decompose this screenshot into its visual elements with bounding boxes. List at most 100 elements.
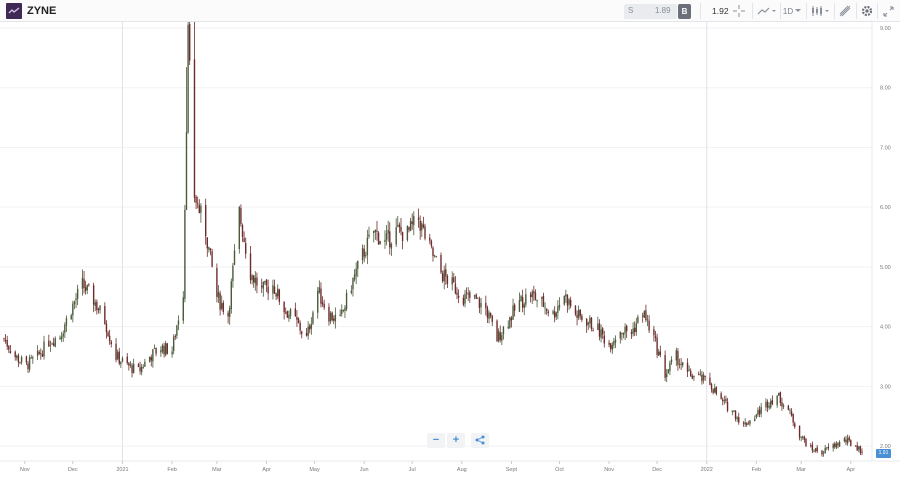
ohlc-body <box>690 370 692 377</box>
ohlc-body <box>312 312 314 324</box>
price-chart[interactable]: 9.00 8.00 7.00 6.00 5.00 4.00 3.00 2.00 Nov Dec 2… <box>0 22 900 479</box>
ohlc-body <box>566 295 569 306</box>
ohlc-body <box>132 363 135 374</box>
ohlc-body <box>821 450 823 455</box>
ohlc-body <box>742 422 745 424</box>
ohlc-body <box>568 299 570 305</box>
ohlc-body <box>686 362 689 372</box>
ohlc-body <box>406 225 409 241</box>
ohlc-body <box>108 335 111 342</box>
ohlc-body <box>384 239 386 242</box>
ohlc-body <box>163 345 165 355</box>
ohlc-body <box>161 345 164 352</box>
ohlc-body <box>746 422 748 425</box>
ohlc-body <box>465 292 468 294</box>
ohlc-body <box>155 347 157 354</box>
fullscreen-icon[interactable] <box>880 2 896 20</box>
ohlc-body <box>637 316 639 323</box>
ohlc-body <box>377 232 380 245</box>
ohlc-body <box>499 332 501 340</box>
share-button[interactable] <box>471 433 489 448</box>
ohlc-body <box>478 298 481 308</box>
ohlc-body <box>445 269 447 277</box>
ohlc-body <box>678 363 681 365</box>
ohlc-body <box>659 351 662 356</box>
ohlc-body <box>581 315 583 320</box>
ohlc-body <box>429 237 431 241</box>
ohlc-body <box>555 312 557 317</box>
ohlc-body <box>249 253 252 281</box>
ohlc-body <box>667 369 670 374</box>
ohlc-body <box>569 299 572 307</box>
crosshair-icon[interactable] <box>730 2 748 20</box>
chart-type-icon[interactable] <box>756 2 778 20</box>
x-tick-label: Apr <box>847 467 856 473</box>
x-tick-label: 2022 <box>701 467 713 473</box>
ohlc-body <box>278 289 281 302</box>
ohlc-body <box>477 297 479 299</box>
ohlc-body <box>723 400 726 402</box>
ohlc-body <box>858 446 860 450</box>
y-axis: 9.00 8.00 7.00 6.00 5.00 4.00 3.00 2.00 <box>880 26 891 450</box>
ohlc-body <box>41 353 44 357</box>
ohlc-body <box>6 340 8 347</box>
ohlc-body <box>177 320 180 325</box>
ohlc-body <box>613 341 615 346</box>
ohlc-body <box>14 351 16 358</box>
ohlc-body <box>781 402 783 407</box>
ohlc-body <box>25 356 28 363</box>
ohlc-body <box>456 292 458 295</box>
zoom-in-button[interactable]: + <box>447 433 465 448</box>
toolbar-divider <box>877 3 878 19</box>
ohlc-body <box>545 308 548 311</box>
y-tick-label: 8.00 <box>880 86 891 92</box>
ohlc-body <box>845 439 847 443</box>
ohlc-body <box>200 205 202 213</box>
sell-button[interactable] <box>624 4 677 19</box>
ohlc-body <box>267 286 269 294</box>
ohlc-body <box>536 299 538 302</box>
ohlc-body <box>419 220 421 231</box>
ohlc-body <box>609 343 612 349</box>
ohlc-body <box>744 422 746 425</box>
ohlc-body <box>541 297 543 299</box>
ohlc-body <box>323 303 325 308</box>
ohlc-body <box>307 326 309 336</box>
buy-button[interactable]: B <box>678 4 691 19</box>
zoom-out-button[interactable]: − <box>427 433 445 448</box>
ohlc-body <box>509 317 511 328</box>
ohlc-body <box>457 295 460 298</box>
ohlc-body <box>83 279 85 288</box>
interval-dropdown[interactable]: 1D <box>782 2 802 20</box>
ohlc-body <box>120 362 122 365</box>
ohlc-body <box>84 287 87 291</box>
ohlc-body <box>216 268 218 297</box>
ohlc-body <box>621 332 623 334</box>
ohlc-body <box>454 283 457 294</box>
ohlc-body <box>105 323 108 333</box>
ohlc-body <box>464 293 466 304</box>
ohlc-body <box>834 443 836 448</box>
ohlc-body <box>688 369 690 371</box>
ohlc-body <box>682 362 684 366</box>
settings-icon[interactable] <box>859 2 875 20</box>
drawing-icon[interactable] <box>837 2 853 20</box>
ohlc-body <box>507 326 509 329</box>
ohlc-body <box>446 275 449 284</box>
ohlc-body <box>286 311 289 318</box>
ohlc-body <box>184 209 186 299</box>
x-tick-label: Dec <box>68 467 78 473</box>
ohlc-body <box>32 357 34 359</box>
ohlc-body <box>701 374 703 382</box>
ohlc-body <box>310 324 313 329</box>
ohlc-body <box>462 297 465 305</box>
ohlc-body <box>389 231 391 248</box>
ohlc-body <box>585 318 588 326</box>
ohlc-body <box>43 341 45 357</box>
ohlc-body <box>206 237 208 249</box>
ohlc-body <box>421 223 423 231</box>
x-tick-label: Jun <box>360 467 369 473</box>
ohlc-body <box>589 317 591 324</box>
ohlc-body <box>385 233 388 240</box>
candlestick-icon[interactable] <box>809 2 831 20</box>
